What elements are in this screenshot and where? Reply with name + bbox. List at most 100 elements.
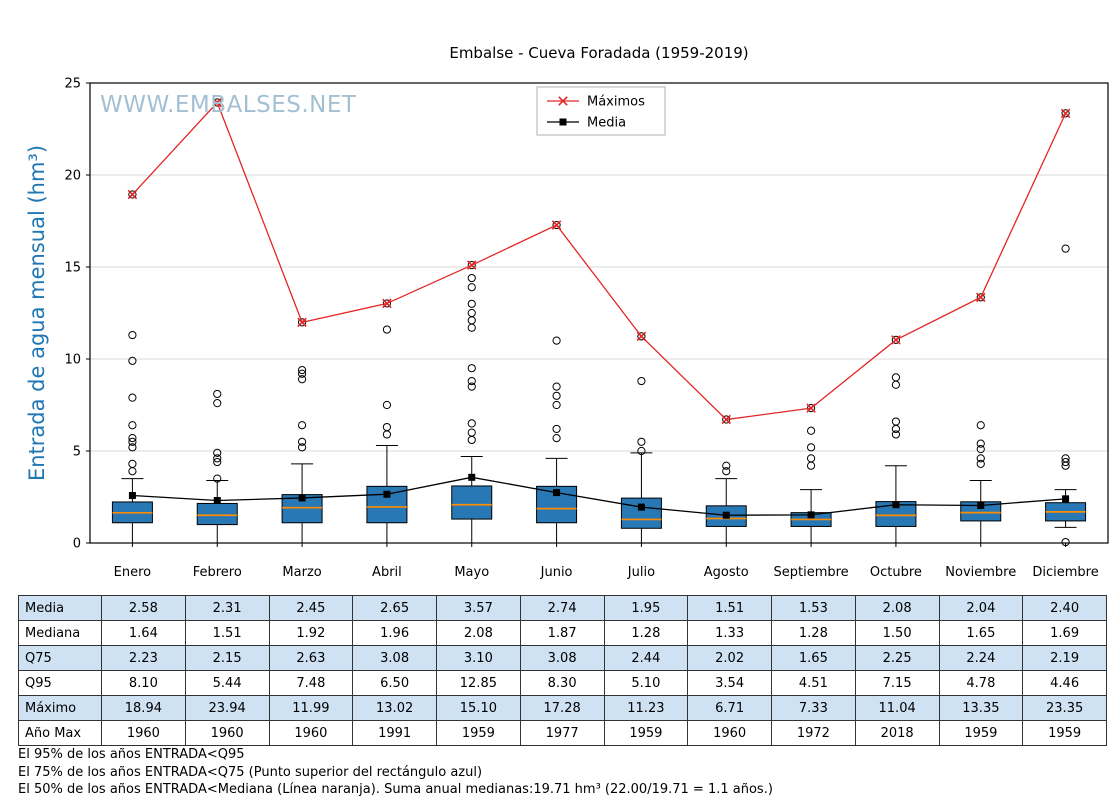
- table-cell: 12.85: [436, 670, 521, 696]
- svg-text:Máximos: Máximos: [587, 95, 645, 110]
- table-cell: 2.23: [101, 645, 186, 671]
- table-cell: 7.33: [771, 695, 856, 721]
- table-cell: 7.48: [268, 670, 354, 696]
- svg-text:Agosto: Agosto: [704, 565, 749, 580]
- table-cell: 8.10: [101, 670, 186, 696]
- table-cell: 3.08: [352, 645, 437, 671]
- table-cell: 2.44: [603, 645, 689, 671]
- table-cell: 2.74: [519, 595, 605, 621]
- table-cell: 1.92: [268, 620, 354, 646]
- chart-title: Embalse - Cueva Foradada (1959-2019): [449, 44, 749, 62]
- table-row: Media 2.58 2.31 2.45 2.65 3.57 2.74 1.95 1.51 1.5…: [18, 595, 1107, 621]
- svg-text:Julio: Julio: [627, 565, 655, 580]
- table-cell: 3.54: [687, 670, 772, 696]
- y-axis-label: Entrada de agua mensual (hm³): [25, 144, 49, 482]
- table-cell: 4.78: [938, 670, 1024, 696]
- table-cell: 1960: [687, 720, 772, 746]
- table-cell: 1959: [938, 720, 1024, 746]
- row-header: Año Max: [18, 720, 102, 746]
- x-axis-ticks: Enero Febrero Marzo Abril Mayo Junio Julio Agos…: [114, 543, 1099, 580]
- table-cell: 1.28: [603, 620, 689, 646]
- table-cell: 2.25: [854, 645, 940, 671]
- table-cell: 1977: [519, 720, 605, 746]
- table-cell: 15.10: [436, 695, 521, 721]
- svg-text:25: 25: [64, 77, 81, 92]
- table-cell: 2.02: [687, 645, 772, 671]
- table-cell: 1959: [1022, 720, 1107, 746]
- y-axis-ticks: 0 5 10 15 20 25: [64, 77, 90, 552]
- gridlines: [90, 82, 1108, 544]
- svg-text:0: 0: [73, 537, 81, 552]
- table-cell: 23.94: [184, 695, 270, 721]
- table-cell: 7.15: [854, 670, 940, 696]
- table-cell: 5.44: [184, 670, 270, 696]
- table-row: Q75 2.23 2.15 2.63 3.08 3.10 3.08 2.44 2.02 1.65 2…: [18, 645, 1107, 671]
- table-cell: 1.95: [603, 595, 689, 621]
- legend: Máximos Media: [536, 86, 666, 136]
- table-cell: 6.50: [352, 670, 437, 696]
- table-cell: 1.69: [1022, 620, 1107, 646]
- table-row: Mediana 1.64 1.51 1.92 1.96 2.08 1.87 1.28 1.33 1…: [18, 620, 1107, 646]
- svg-text:Febrero: Febrero: [193, 565, 242, 580]
- table-cell: 2.19: [1022, 645, 1107, 671]
- footnote-line: El 50% de los años ENTRADA<Mediana (Líne…: [18, 782, 773, 797]
- table-cell: 1.28: [771, 620, 856, 646]
- table-cell: 1.96: [352, 620, 437, 646]
- table-cell: 4.46: [1022, 670, 1107, 696]
- row-header: Media: [18, 595, 102, 621]
- row-header: Mediana: [18, 620, 102, 646]
- table-cell: 1991: [352, 720, 437, 746]
- table-cell: 11.99: [268, 695, 354, 721]
- table-cell: 1960: [268, 720, 354, 746]
- table-cell: 1959: [436, 720, 521, 746]
- table-cell: 2.65: [352, 595, 437, 621]
- row-header: Máximo: [18, 695, 102, 721]
- table-cell: 2.15: [184, 645, 270, 671]
- table-row: Q95 8.10 5.44 7.48 6.50 12.85 8.30 5.10 3.54 4.51…: [18, 670, 1107, 696]
- table-row: Máximo 18.94 23.94 11.99 13.02 15.10 17.28 11.2…: [18, 695, 1107, 721]
- svg-text:10: 10: [64, 353, 81, 368]
- table-cell: 11.23: [603, 695, 689, 721]
- table-cell: 1.65: [771, 645, 856, 671]
- footnote-line: El 95% de los años ENTRADA<Q95: [18, 747, 245, 762]
- footnote-line: El 75% de los años ENTRADA<Q75 (Punto su…: [18, 764, 483, 780]
- stats-table-body: Media 2.58 2.31 2.45 2.65 3.57 2.74 1.95 1.51 1.5…: [18, 595, 1107, 746]
- svg-text:Diciembre: Diciembre: [1032, 565, 1098, 580]
- svg-text:Septiembre: Septiembre: [773, 565, 848, 580]
- table-cell: 13.35: [938, 695, 1024, 721]
- table-cell: 2.24: [938, 645, 1024, 671]
- table-cell: 13.02: [352, 695, 437, 721]
- table-cell: 1960: [184, 720, 270, 746]
- table-cell: 2.08: [436, 620, 521, 646]
- table-cell: 1.50: [854, 620, 940, 646]
- table-cell: 2.08: [854, 595, 940, 621]
- table-cell: 1.53: [771, 595, 856, 621]
- table-cell: 1959: [603, 720, 689, 746]
- table-cell: 1.64: [101, 620, 186, 646]
- svg-text:Junio: Junio: [540, 565, 573, 580]
- table-cell: 1960: [101, 720, 186, 746]
- table-cell: 1.51: [687, 595, 772, 621]
- svg-text:15: 15: [64, 261, 81, 276]
- svg-text:Noviembre: Noviembre: [945, 565, 1016, 580]
- table-cell: 2.31: [184, 595, 270, 621]
- boxplot-group: [111, 98, 1087, 547]
- svg-text:20: 20: [64, 169, 81, 184]
- table-cell: 1.87: [519, 620, 605, 646]
- table-cell: 2.58: [101, 595, 186, 621]
- table-cell: 18.94: [101, 695, 186, 721]
- table-cell: 1.33: [687, 620, 772, 646]
- watermark: WWW.EMBALSES.NET: [100, 92, 357, 118]
- maximos-line: [127, 97, 1071, 425]
- table-cell: 5.10: [603, 670, 689, 696]
- plot-frame: [89, 82, 1109, 544]
- svg-text:Marzo: Marzo: [282, 565, 321, 580]
- stats-table: Media 2.58 2.31 2.45 2.65 3.57 2.74 1.95 1.51 1.5…: [18, 595, 1107, 746]
- table-cell: 1.51: [184, 620, 270, 646]
- table-cell: 2.45: [268, 595, 354, 621]
- svg-text:5: 5: [73, 445, 81, 460]
- table-row: Año Max 1960 1960 1960 1991 1959 1977 1959 1960 1…: [18, 720, 1107, 746]
- table-cell: 2.04: [938, 595, 1024, 621]
- table-cell: 8.30: [519, 670, 605, 696]
